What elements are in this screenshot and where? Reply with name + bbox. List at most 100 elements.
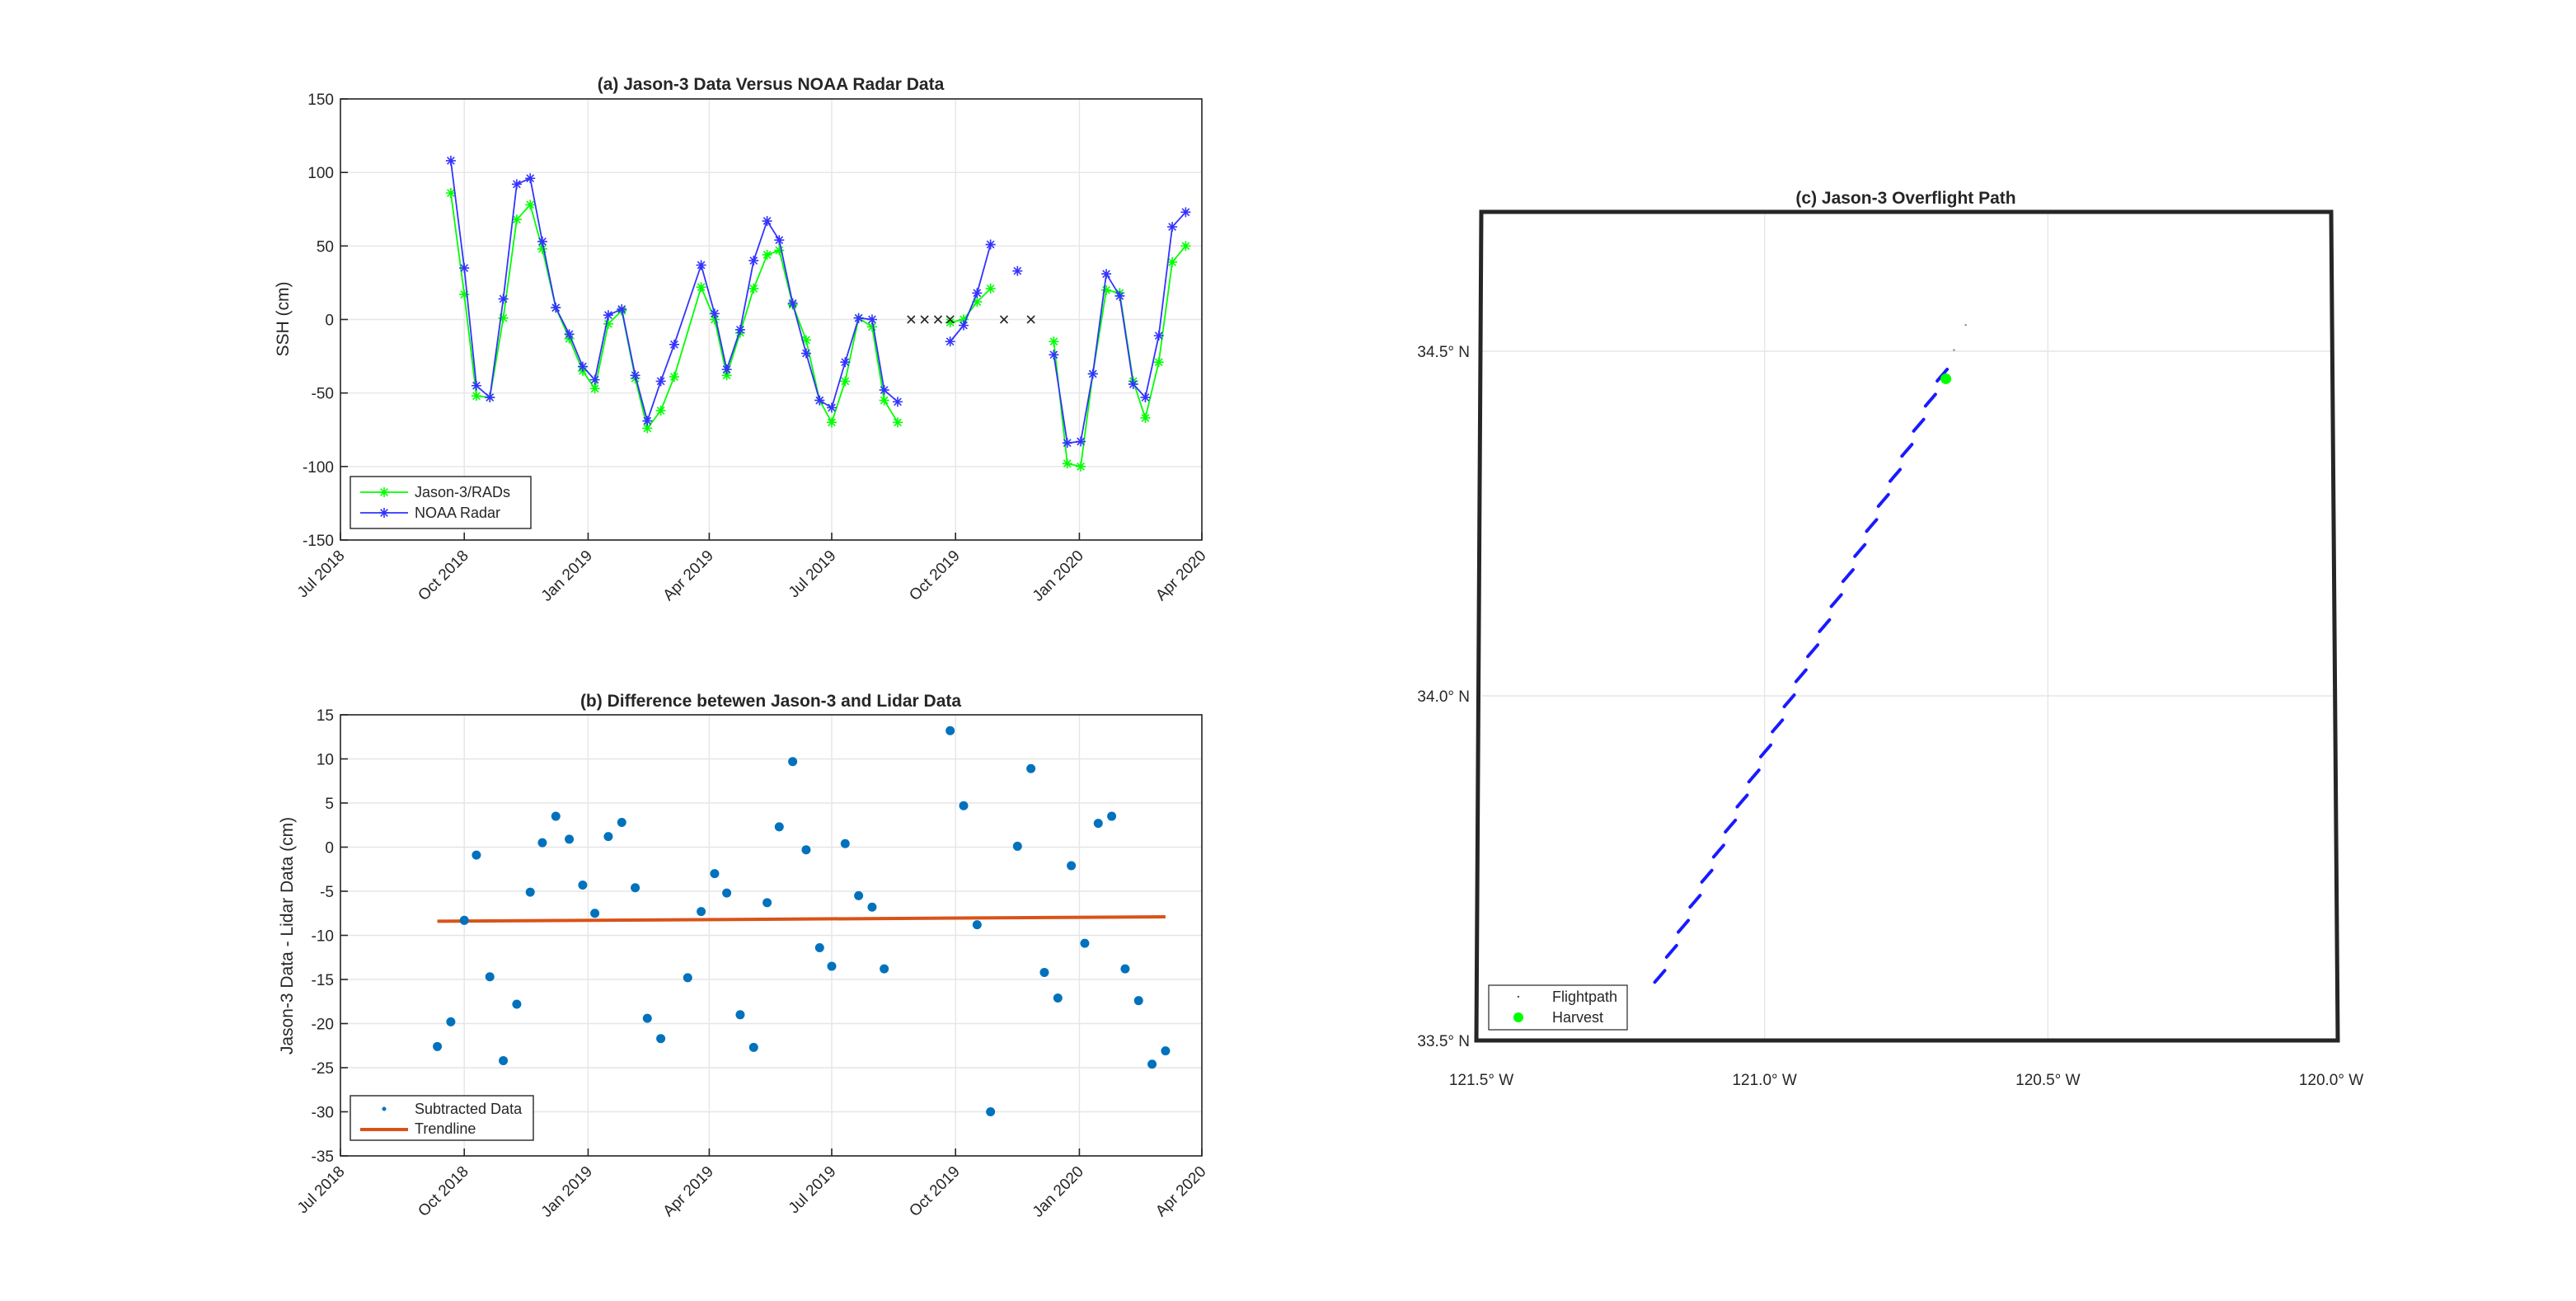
subtracted-data-point [697, 907, 706, 917]
noaa-radar-point [485, 392, 495, 403]
panel-a-legend: Jason-3/RADs NOAA Radar [350, 476, 532, 529]
noaa-radar-point [840, 357, 851, 368]
subtracted-data-point [880, 964, 889, 974]
subtracted-data-point [433, 1041, 443, 1051]
subtracted-data-point [1161, 1046, 1171, 1056]
panel-a-x-tick-label: Jan 2019 [538, 547, 596, 605]
trendline [437, 915, 1166, 923]
noaa-radar-point [985, 239, 996, 250]
jason3-rads-point [669, 372, 679, 383]
panel-a-x-ticks: Jul 2018 Oct 2018 Jan 2019 Apr 2019 Jul 2019… [294, 533, 1210, 605]
panel-b-y-tick-label: 10 [317, 752, 334, 769]
subtracted-data-point [472, 850, 481, 860]
flightpath-cluster [1900, 443, 1914, 458]
subtracted-data-point [1147, 1059, 1157, 1069]
subtracted-data-point [945, 726, 955, 735]
flightpath-point [1964, 324, 1967, 326]
panel-b-y-tick-label: -30 [312, 1105, 334, 1122]
panel-b-y-tick-label: -10 [312, 928, 334, 946]
noaa-radar-point [1128, 378, 1138, 389]
panel-a-series [445, 155, 1191, 472]
panel-b-legend-symbols [360, 1106, 408, 1131]
subtracted-data-point [986, 1107, 996, 1116]
panel-c-legend: Flightpath Harvest [1488, 984, 1628, 1031]
jason3-rads-point [642, 423, 653, 434]
subtracted-data-point [565, 834, 575, 844]
panel-a-x-tick-label: Apr 2020 [1152, 547, 1209, 604]
map-x-tick-label: 121.0° W [1732, 1072, 1796, 1089]
noaa-radar-point [945, 336, 955, 347]
subtracted-data-point [735, 1010, 745, 1020]
flightpath-cluster [1653, 969, 1667, 984]
panel-c: 121.5° W 121.0° W 120.5° W 120.0° W 33.5° N… [1417, 189, 2363, 1089]
noaa-radar-point [1153, 331, 1164, 341]
subtracted-data-point [1093, 819, 1103, 829]
panel-a-y-tick-label: 150 [307, 92, 334, 109]
noaa-radar-point [853, 312, 864, 323]
jason3-rads-point [1180, 241, 1191, 251]
panel-a-x-tick-label: Apr 2019 [660, 547, 717, 604]
subtracted-data-point [631, 883, 640, 893]
panel-a-y-ticks: -150 -100 -50 0 50 100 150 [303, 92, 348, 550]
subtracted-data-point [590, 909, 600, 918]
subtracted-data-point [840, 838, 850, 848]
noaa-radar-point [459, 263, 470, 274]
noaa-radar-point [774, 235, 785, 246]
flightpath-cluster [1841, 568, 1855, 584]
jason3-rads-point [774, 245, 785, 256]
panel-a: Jul 2018 Oct 2018 Jan 2019 Apr 2019 Jul 2019… [274, 75, 1210, 605]
map-x-tick-label: 121.5° W [1449, 1072, 1513, 1089]
panel-b-y-tick-label: -20 [312, 1017, 334, 1034]
noaa-radar-line [449, 160, 899, 424]
subtracted-data-point [762, 898, 772, 908]
noaa-radar-point [537, 236, 547, 247]
panel-b-legend: Subtracted Data Trendline [350, 1095, 534, 1141]
panel-a-y-tick-label: -100 [303, 459, 334, 477]
legend-flightpath-marker [1517, 995, 1520, 998]
panel-a-legend-symbols [360, 487, 408, 518]
panel-b: Jul 2018 Oct 2018 Jan 2019 Apr 2019 Jul 2019… [278, 692, 1210, 1221]
flightpath-cluster [1782, 693, 1796, 709]
panel-a-y-tick-label: 50 [317, 238, 334, 256]
jason3-rads-point [1153, 357, 1164, 368]
jason3-rads-point [958, 314, 969, 325]
panel-b-y-tick-label: -15 [312, 972, 334, 989]
map-frame [1474, 209, 2340, 1043]
jason3-rads-point [985, 284, 996, 294]
subtracted-data-point [1067, 861, 1077, 871]
noaa-radar-point [696, 260, 706, 270]
gap-marker-point [920, 315, 929, 324]
jason3-rads-point [445, 188, 456, 199]
noaa-radar-point [1076, 436, 1086, 447]
flightpath-cluster [1912, 417, 1926, 433]
gap-marker-point [945, 315, 955, 324]
subtracted-data-point [1053, 993, 1063, 1003]
noaa-radar-point [630, 370, 640, 381]
subtracted-data-point [867, 902, 877, 912]
subtracted-data-point [814, 942, 824, 952]
panel-c-legend-symbols [1513, 995, 1523, 1022]
jason3-rads-point [589, 383, 600, 394]
subtracted-data-point [683, 973, 692, 983]
subtracted-data-point [617, 818, 626, 828]
subtracted-data-point [972, 920, 982, 930]
noaa-radar-point [642, 416, 653, 426]
subtracted-data-point [1107, 811, 1117, 821]
panel-a-title: (a) Jason-3 Data Versus NOAA Radar Data [598, 75, 945, 94]
noaa-radar-point [826, 402, 837, 413]
noaa-radar-point [1049, 350, 1059, 360]
noaa-radar-point [1140, 392, 1151, 403]
legend-trendline-label: Trendline [415, 1120, 476, 1137]
noaa-radar-point [721, 364, 732, 375]
noaa-radar-point [525, 173, 536, 184]
subtracted-data-point [642, 1013, 652, 1023]
noaa-radar-point [669, 339, 679, 350]
noaa-radar-point [498, 294, 509, 304]
subtracted-data-point [710, 869, 720, 879]
panel-b-y-tick-label: -5 [320, 884, 334, 901]
jason3-rads-point [537, 243, 547, 254]
noaa-radar-point [866, 314, 877, 325]
panel-c-legend-box [1488, 984, 1628, 1031]
panel-b-series [433, 726, 1171, 1116]
